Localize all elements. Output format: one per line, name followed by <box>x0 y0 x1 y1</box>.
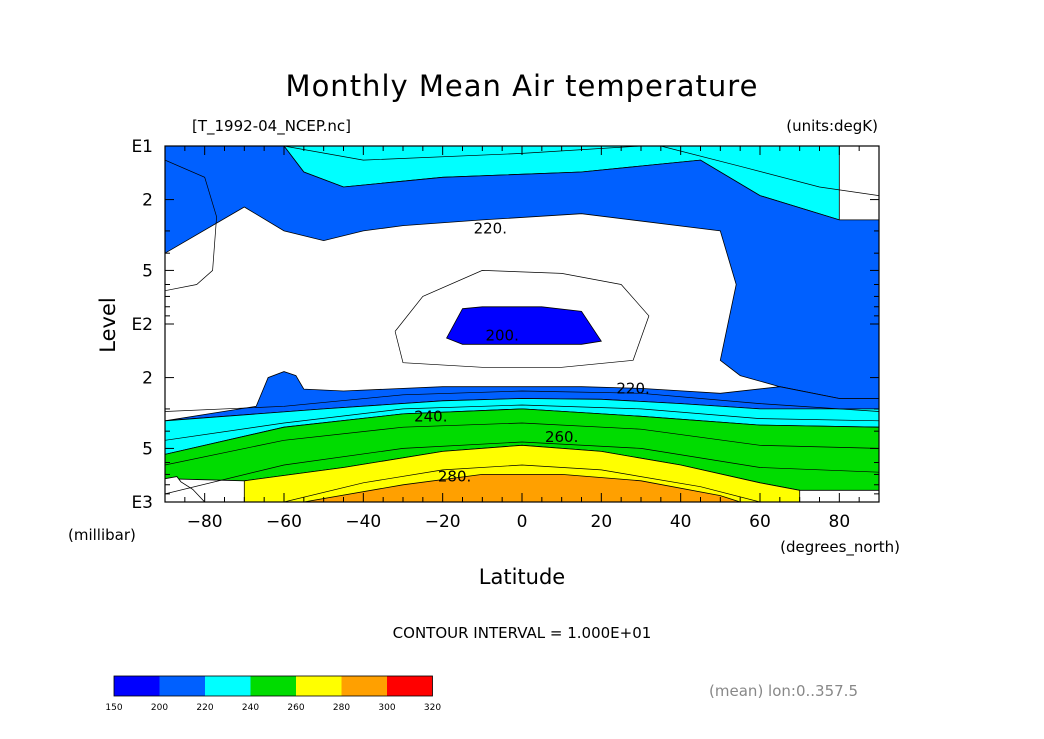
y-tick-label: E1 <box>131 137 153 157</box>
colorbar-label: 200 <box>151 703 168 713</box>
x-tick-label: 80 <box>829 512 851 532</box>
x-tick-label: 20 <box>591 512 613 532</box>
contour-label: 240. <box>414 407 447 425</box>
colorbar-swatch <box>387 676 433 696</box>
colorbar-label: 280 <box>333 703 350 713</box>
x-tick-label: 0 <box>517 512 528 532</box>
colorbar-label: 240 <box>242 703 259 713</box>
contour-line <box>283 464 761 502</box>
contour-labels: 220. 200. 220. 240. 260. 280. <box>414 219 650 485</box>
x-axis-title: Latitude <box>479 565 565 589</box>
colorbar: 150 200 220 240 260 280 300 320 <box>105 675 441 713</box>
x-tick-label: 40 <box>670 512 692 532</box>
colorbar-swatch <box>250 676 296 696</box>
y-axis: E1 2 5 E2 2 5 E3 <box>131 137 879 513</box>
contour-label: 220. <box>474 219 507 237</box>
x-tick-label: −20 <box>425 512 461 532</box>
colorbar-label: 300 <box>378 703 395 713</box>
contour-lines <box>165 146 879 502</box>
contour-label: 280. <box>438 468 471 486</box>
x-tick-label: −60 <box>266 512 302 532</box>
y-tick-label: 5 <box>142 261 153 281</box>
x-tick-label: −80 <box>187 512 223 532</box>
colorbar-frame <box>113 675 433 697</box>
contour-line <box>660 146 879 196</box>
region-orange <box>303 473 741 502</box>
colorbar-swatch <box>114 676 160 696</box>
y-units-label: (millibar) <box>68 526 136 544</box>
plot-area: 220. 200. 220. 240. 260. 280. <box>165 146 879 502</box>
x-tick-label: −40 <box>345 512 381 532</box>
region-blue-main <box>165 146 879 421</box>
colorbar-label: 220 <box>196 703 213 713</box>
contour-label: 220. <box>616 379 649 397</box>
contour-fills <box>165 146 879 502</box>
colorbar-swatch <box>296 676 342 696</box>
y-tick-label: E3 <box>131 493 153 513</box>
contour-line <box>165 441 879 495</box>
colorbar-label: 320 <box>424 703 441 713</box>
contour-line <box>165 390 879 412</box>
contour-label: 200. <box>485 326 518 344</box>
colorbar-swatch <box>341 676 387 696</box>
footer-note: (mean) lon:0..357.5 <box>709 682 858 700</box>
source-file-label: [T_1992-04_NCEP.nc] <box>192 117 351 136</box>
contour-label: 260. <box>545 428 578 446</box>
x-units-label: (degrees_north) <box>780 538 900 557</box>
colorbar-swatch <box>205 676 251 696</box>
contour-line <box>165 422 879 466</box>
y-tick-label: 2 <box>142 191 153 211</box>
contour-line <box>165 159 217 292</box>
y-tick-label: 2 <box>142 369 153 389</box>
contour-interval-label: CONTOUR INTERVAL = 1.000E+01 <box>393 624 652 642</box>
colorbar-swatch <box>159 676 205 696</box>
colorbar-label: 260 <box>287 703 304 713</box>
y-axis-title: Level <box>96 297 120 352</box>
chart-title: Monthly Mean Air temperature <box>286 69 759 103</box>
y-tick-label: E2 <box>131 315 153 335</box>
contour-line <box>394 270 650 368</box>
region-dark-blue-core <box>446 306 602 345</box>
x-tick-label: 60 <box>749 512 771 532</box>
y-tick-label: 5 <box>142 439 153 459</box>
contour-line <box>165 404 879 441</box>
units-label: (units:degK) <box>786 117 878 135</box>
colorbar-label: 150 <box>105 703 122 713</box>
x-axis: −80 −60 −40 −20 0 20 40 60 80 <box>164 146 880 532</box>
